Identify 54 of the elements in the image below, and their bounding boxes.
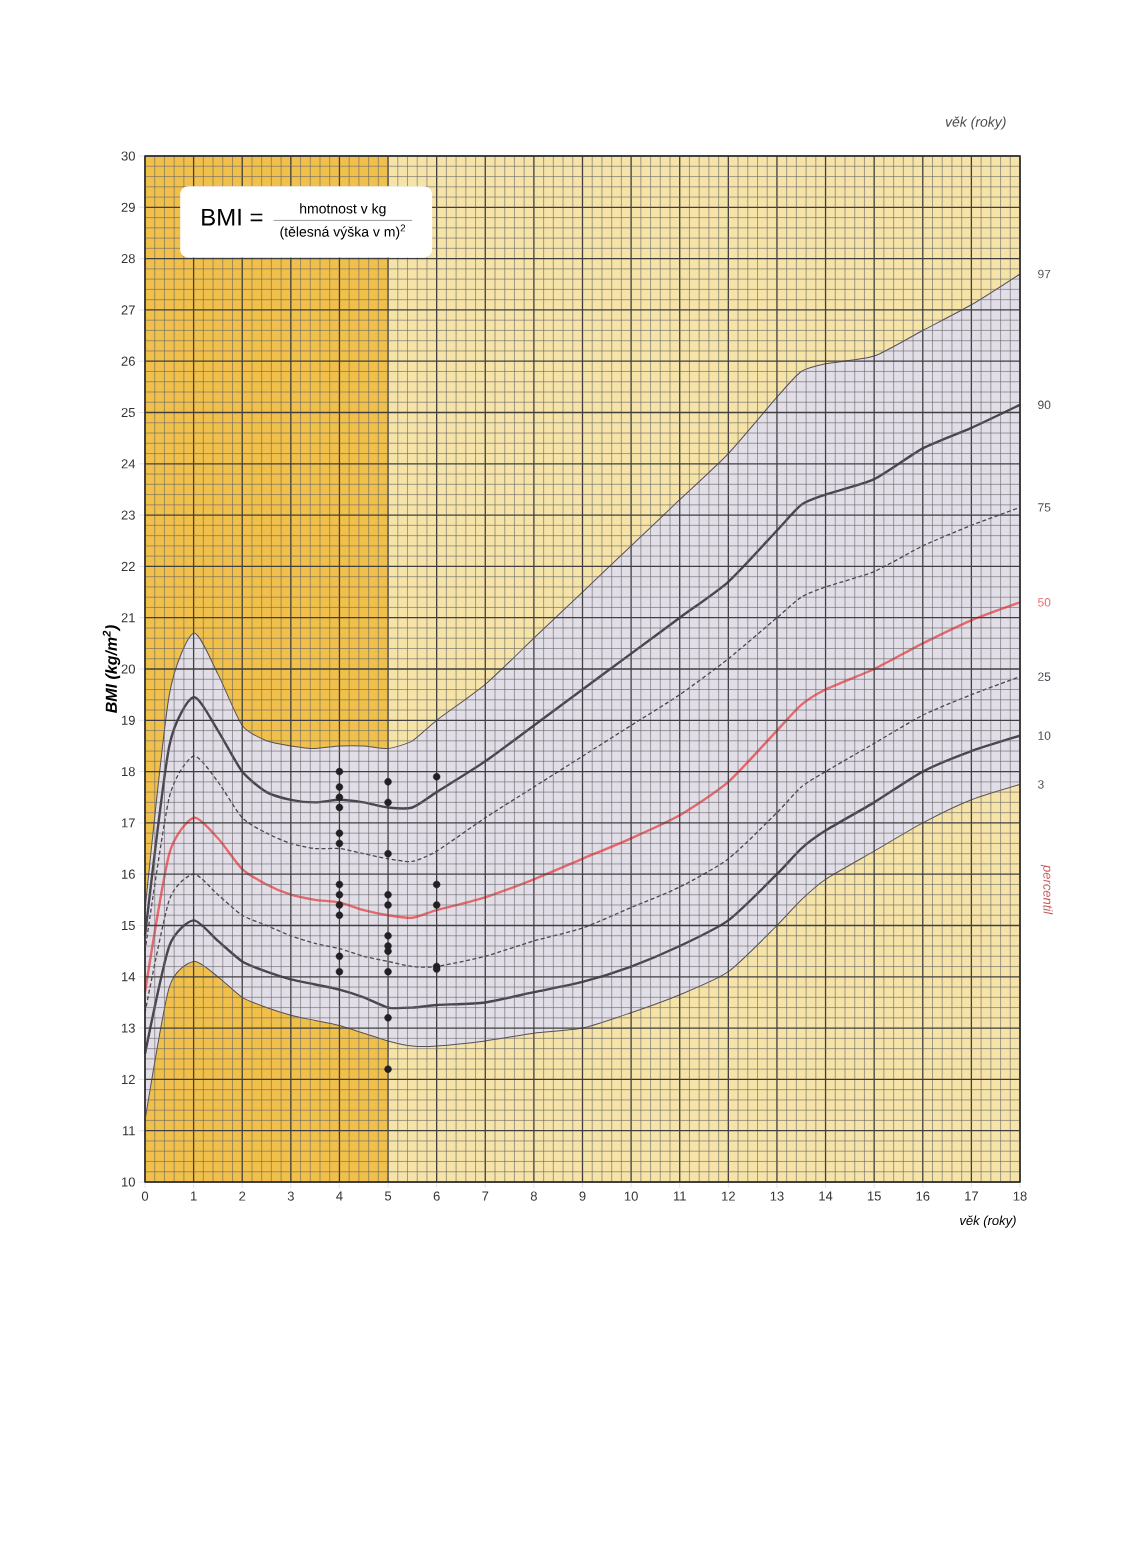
y-tick-label: 20: [121, 664, 135, 674]
y-tick-label: 21: [121, 613, 135, 623]
y-tick-label: 24: [121, 459, 136, 469]
x-tick-label: 2: [239, 1191, 246, 1201]
y-tick-label: 30: [121, 151, 135, 161]
y-tick-label: 23: [121, 510, 135, 520]
x-tick-label: 0: [141, 1191, 149, 1201]
x-tick-label: 15: [867, 1191, 881, 1201]
series-label: 50: [1038, 598, 1051, 607]
x-tick-label: 5: [384, 1191, 392, 1201]
x-tick-label: 8: [530, 1191, 537, 1201]
annotation: (tělesná výška v m)$^{2}$: [280, 224, 406, 240]
y-tick-label: 22: [121, 561, 135, 571]
y-tick-label: 15: [121, 920, 135, 931]
y-tick-label: 13: [121, 1023, 135, 1033]
x-tick-label: 3: [287, 1191, 294, 1201]
y-tick-label: 12: [121, 1074, 135, 1084]
annotation: BMI =: [202, 208, 263, 226]
x-tick-label: 6: [433, 1191, 440, 1201]
x-tick-label: 11: [673, 1191, 686, 1201]
series-label: 25: [1038, 672, 1051, 681]
y-tick-label: 18: [121, 767, 135, 777]
y-tick-label: 10: [121, 1177, 135, 1187]
x-tick-label: 9: [579, 1191, 586, 1201]
x-tick-label: 7: [482, 1191, 489, 1201]
series-label: 97: [1038, 269, 1051, 279]
y-tick-label: 14: [121, 972, 136, 982]
x-tick-label: 18: [1013, 1191, 1027, 1201]
text: věk (roky): [945, 116, 1006, 130]
y-tick-label: 26: [121, 356, 135, 366]
x-tick-label: 12: [722, 1191, 735, 1201]
y-tick-label: 27: [121, 305, 135, 315]
series-label: 3: [1037, 780, 1044, 789]
x-tick-label: 10: [624, 1191, 638, 1201]
y-tick-label: 16: [121, 869, 135, 879]
y-tick-label: 25: [121, 407, 135, 418]
y-tick-label: 19: [121, 715, 135, 725]
series-label: 90: [1038, 400, 1051, 410]
y-tick-label: 28: [121, 254, 135, 264]
series-label: 10: [1038, 731, 1051, 740]
x-tick-label: 4: [336, 1191, 343, 1201]
y-tick-label: 17: [121, 818, 135, 828]
x-tick-label: 17: [965, 1191, 978, 1201]
x-tick-label: 13: [770, 1191, 784, 1201]
y-tick-label: 11: [122, 1126, 135, 1136]
x-tick-label: 16: [916, 1191, 930, 1201]
annotation: hmotnost v kg: [300, 203, 386, 217]
y-axis-title: BMI (kg/m$^{2}$): [102, 625, 121, 713]
x-axis-title: věk (roky): [960, 1215, 1016, 1228]
x-tick-label: 14: [819, 1191, 833, 1201]
text: percentil: [1040, 864, 1053, 915]
series-label: 75: [1038, 503, 1051, 512]
x-tick-label: 1: [190, 1191, 197, 1201]
y-tick-label: 29: [121, 202, 135, 212]
